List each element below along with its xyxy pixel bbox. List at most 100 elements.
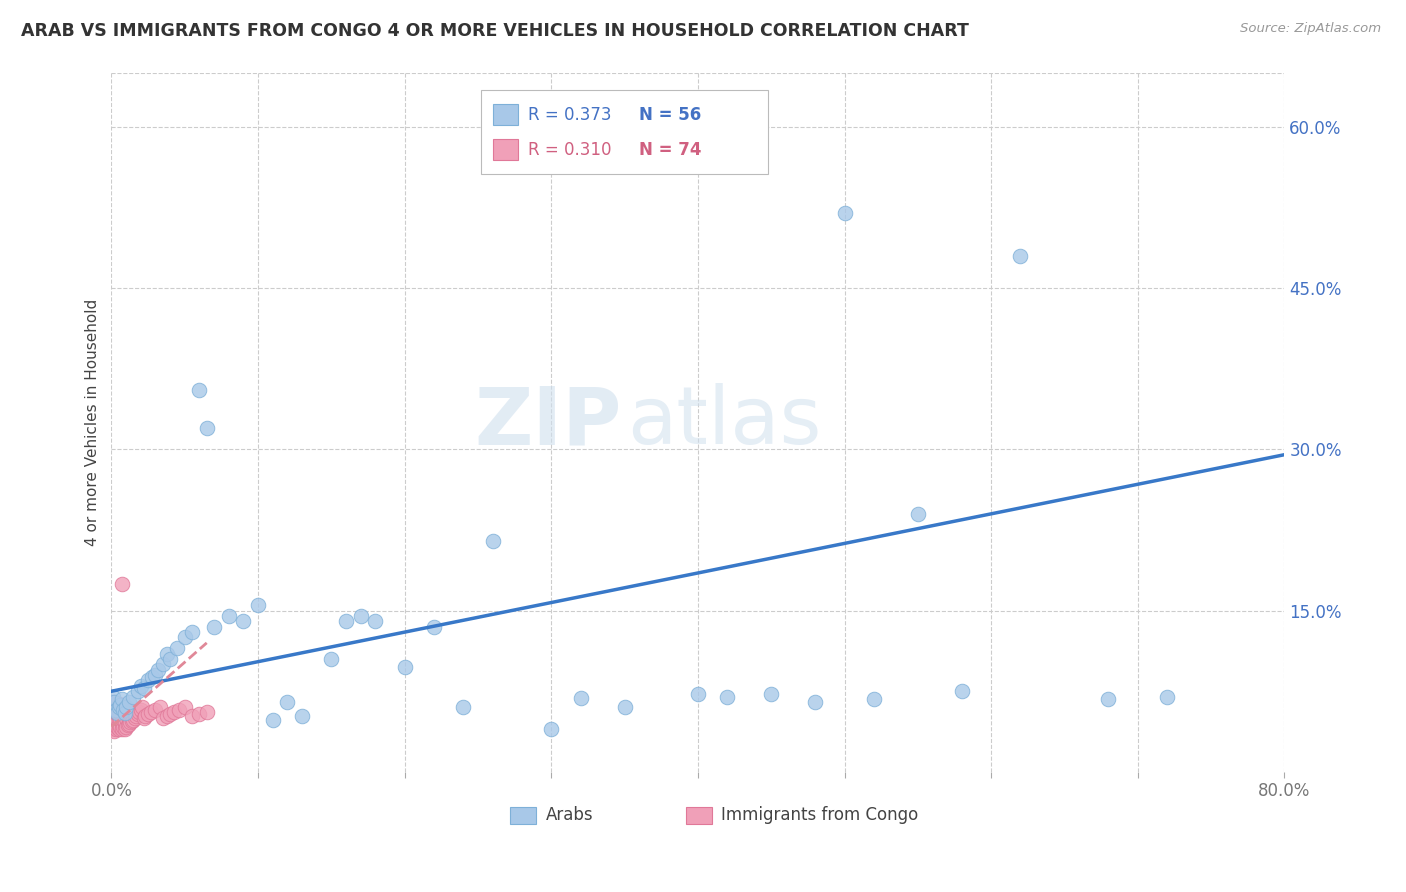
Point (1010, 249, 1032, 263)
Text: Source: ZipAtlas.com: Source: ZipAtlas.com (1240, 22, 1381, 36)
Point (105, 700, 128, 714)
Text: Immigrants from Congo: Immigrants from Congo (721, 806, 918, 824)
Point (104, 702, 127, 716)
Point (159, 706, 181, 721)
Point (104, 716, 127, 731)
Point (107, 700, 129, 714)
Point (103, 720, 125, 734)
Point (128, 705, 150, 719)
Text: N = 74: N = 74 (640, 141, 702, 159)
Point (115, 720, 138, 734)
FancyBboxPatch shape (481, 90, 768, 174)
Point (145, 702, 167, 716)
Point (540, 722, 562, 736)
Point (364, 615, 387, 629)
Point (118, 695, 141, 709)
Point (276, 695, 298, 709)
Point (111, 576, 134, 591)
Point (761, 688, 783, 702)
Point (291, 709, 314, 723)
FancyBboxPatch shape (492, 104, 519, 126)
Point (108, 720, 131, 734)
Point (111, 709, 134, 723)
Point (115, 700, 138, 714)
Point (163, 705, 186, 719)
Text: Arabs: Arabs (546, 806, 593, 824)
Point (105, 706, 128, 721)
Point (111, 722, 134, 736)
Point (1156, 690, 1178, 704)
Point (117, 709, 139, 723)
Point (350, 609, 373, 624)
Point (181, 709, 204, 723)
Point (127, 706, 149, 721)
Point (101, 706, 124, 720)
Point (716, 690, 738, 704)
Point (122, 690, 145, 704)
Point (103, 713, 125, 727)
Point (107, 697, 129, 711)
Point (121, 714, 143, 729)
Point (118, 716, 141, 731)
Point (115, 711, 138, 725)
Point (188, 706, 211, 721)
FancyBboxPatch shape (492, 139, 519, 161)
Point (950, 684, 973, 698)
Point (321, 652, 343, 666)
Point (103, 695, 125, 709)
Point (481, 533, 503, 548)
Point (114, 706, 136, 720)
Point (112, 706, 135, 720)
Point (107, 716, 129, 731)
Point (107, 722, 129, 736)
Point (103, 724, 125, 739)
Point (195, 705, 218, 719)
Point (181, 625, 204, 640)
Point (112, 720, 135, 734)
Point (335, 615, 357, 629)
Point (131, 700, 153, 714)
Point (127, 684, 149, 698)
Point (114, 706, 136, 720)
Point (173, 631, 195, 645)
Point (218, 609, 240, 624)
Point (152, 657, 174, 672)
Point (108, 698, 131, 713)
Point (139, 705, 162, 719)
Text: ZIP: ZIP (474, 384, 621, 461)
Y-axis label: 4 or more Vehicles in Household: 4 or more Vehicles in Household (86, 299, 100, 546)
Point (569, 690, 592, 705)
Point (101, 716, 124, 731)
Point (202, 620, 225, 634)
Point (804, 695, 827, 709)
Point (141, 670, 163, 684)
Text: N = 56: N = 56 (640, 106, 702, 124)
Point (112, 702, 135, 716)
Point (104, 722, 127, 736)
Point (125, 709, 148, 723)
Point (120, 715, 142, 730)
Point (394, 659, 416, 673)
Point (159, 652, 181, 666)
Point (105, 713, 128, 727)
Point (104, 711, 127, 725)
Point (124, 711, 146, 725)
FancyBboxPatch shape (510, 807, 536, 824)
Point (115, 702, 138, 716)
Point (262, 713, 284, 727)
Point (101, 711, 124, 725)
Text: R = 0.310: R = 0.310 (527, 141, 612, 159)
Point (108, 700, 131, 714)
Point (834, 206, 856, 220)
Point (120, 706, 142, 721)
Point (613, 700, 636, 714)
Point (132, 711, 155, 725)
Point (105, 706, 128, 720)
Point (136, 673, 159, 688)
Text: R = 0.373: R = 0.373 (527, 106, 612, 124)
Point (152, 711, 174, 725)
Point (103, 700, 125, 714)
Point (134, 709, 156, 723)
Point (108, 713, 131, 727)
Point (114, 722, 136, 736)
